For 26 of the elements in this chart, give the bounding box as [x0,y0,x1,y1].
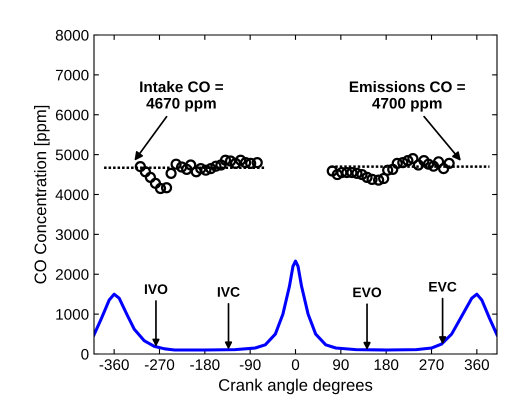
annotation: Emissions CO = 4700 ppm [350,80,465,112]
y-tick-label: 2000 [56,269,89,280]
annotation: EVO [353,287,382,298]
annotation: IVO [144,284,168,294]
y-tick-label: 8000 [56,30,89,41]
x-axis-title: Crank angle degrees [218,378,372,394]
y-tick-label: 6000 [56,110,89,120]
x-tick-label: 360 [464,359,489,370]
y-tick-label: 5000 [56,149,89,160]
y-tick-label: 4000 [56,189,89,200]
annotation: EVC [429,282,456,292]
x-tick-label: -180 [190,359,220,370]
x-tick-label: -270 [144,359,174,370]
y-tick-label: 3000 [56,229,89,240]
y-axis-title: CO Concentration [ppm] [34,106,50,284]
x-tick-label: 180 [374,359,398,370]
y-tick-label: 1000 [56,308,89,320]
annotation: Intake CO = 4670 ppm [140,80,224,112]
x-tick-label: -360 [100,359,129,370]
x-tick-label: 90 [333,359,349,370]
y-tick-label: 7000 [56,70,89,81]
y-tick-label: 0 [81,348,89,360]
x-tick-label: -90 [240,359,261,370]
annotation: IVC [218,287,240,297]
x-tick-label: 0 [292,359,300,370]
x-tick-label: 270 [420,359,444,370]
